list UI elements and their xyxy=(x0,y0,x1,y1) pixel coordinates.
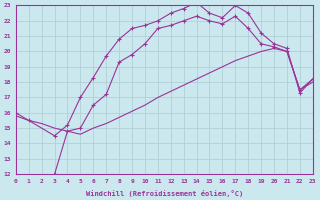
X-axis label: Windchill (Refroidissement éolien,°C): Windchill (Refroidissement éolien,°C) xyxy=(86,190,243,197)
